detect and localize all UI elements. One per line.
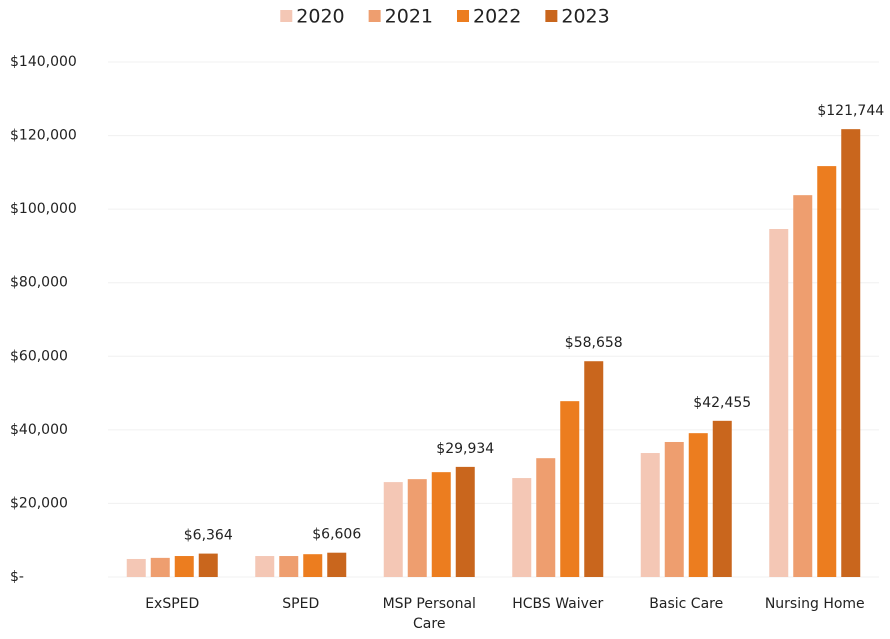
bar xyxy=(536,458,556,577)
bar xyxy=(640,453,660,577)
x-tick-label: Nursing Home xyxy=(764,596,865,612)
legend-text: 2020 xyxy=(296,6,344,28)
data-label: $6,606 xyxy=(312,527,361,543)
x-tick-label: Basic Care xyxy=(649,596,724,612)
x-tick-label: MSP Personal Care xyxy=(382,596,476,632)
bar xyxy=(383,482,403,577)
legend-swatch xyxy=(368,10,381,22)
bar xyxy=(431,472,451,577)
legend-swatch xyxy=(457,10,469,22)
data-label: $6,364 xyxy=(184,528,233,544)
bar xyxy=(255,556,275,577)
legend-text: 2021 xyxy=(385,6,433,28)
legend-swatch xyxy=(545,10,558,22)
y-tick-label: $100,000 xyxy=(10,201,77,217)
bar xyxy=(198,553,218,577)
bar xyxy=(769,229,789,577)
bar xyxy=(303,554,323,577)
bar xyxy=(584,361,604,577)
bar xyxy=(407,479,427,577)
data-label: $121,744 xyxy=(817,103,884,119)
legend-swatch xyxy=(280,10,293,22)
y-tick-label: $20,000 xyxy=(10,495,68,511)
bar xyxy=(712,420,732,577)
y-tick-label: $40,000 xyxy=(10,422,68,438)
bar xyxy=(560,401,580,577)
bar xyxy=(150,557,170,577)
y-tick-label: $60,000 xyxy=(10,348,68,364)
x-tick-label: SPED xyxy=(282,596,320,612)
bar xyxy=(455,466,475,577)
y-tick-label: $120,000 xyxy=(10,128,77,144)
x-tick-label: HCBS Waiver xyxy=(512,596,604,612)
bar xyxy=(688,433,708,577)
y-tick-label: $- xyxy=(10,569,24,585)
data-label: $29,934 xyxy=(436,441,494,457)
bar xyxy=(512,478,532,577)
bar xyxy=(327,552,347,577)
data-label: $58,658 xyxy=(565,335,623,351)
legend-text: 2023 xyxy=(561,6,609,28)
bar xyxy=(793,195,813,577)
x-tick-label: ExSPED xyxy=(145,596,200,612)
bar xyxy=(174,556,194,577)
legend-text: 2022 xyxy=(473,6,521,28)
bar xyxy=(841,129,861,577)
data-label: $42,455 xyxy=(693,395,751,411)
bar xyxy=(664,441,684,577)
bar xyxy=(126,558,146,577)
y-tick-label: $80,000 xyxy=(10,275,68,291)
y-tick-label: $140,000 xyxy=(10,54,77,70)
bar xyxy=(817,166,837,577)
bar xyxy=(279,556,299,577)
